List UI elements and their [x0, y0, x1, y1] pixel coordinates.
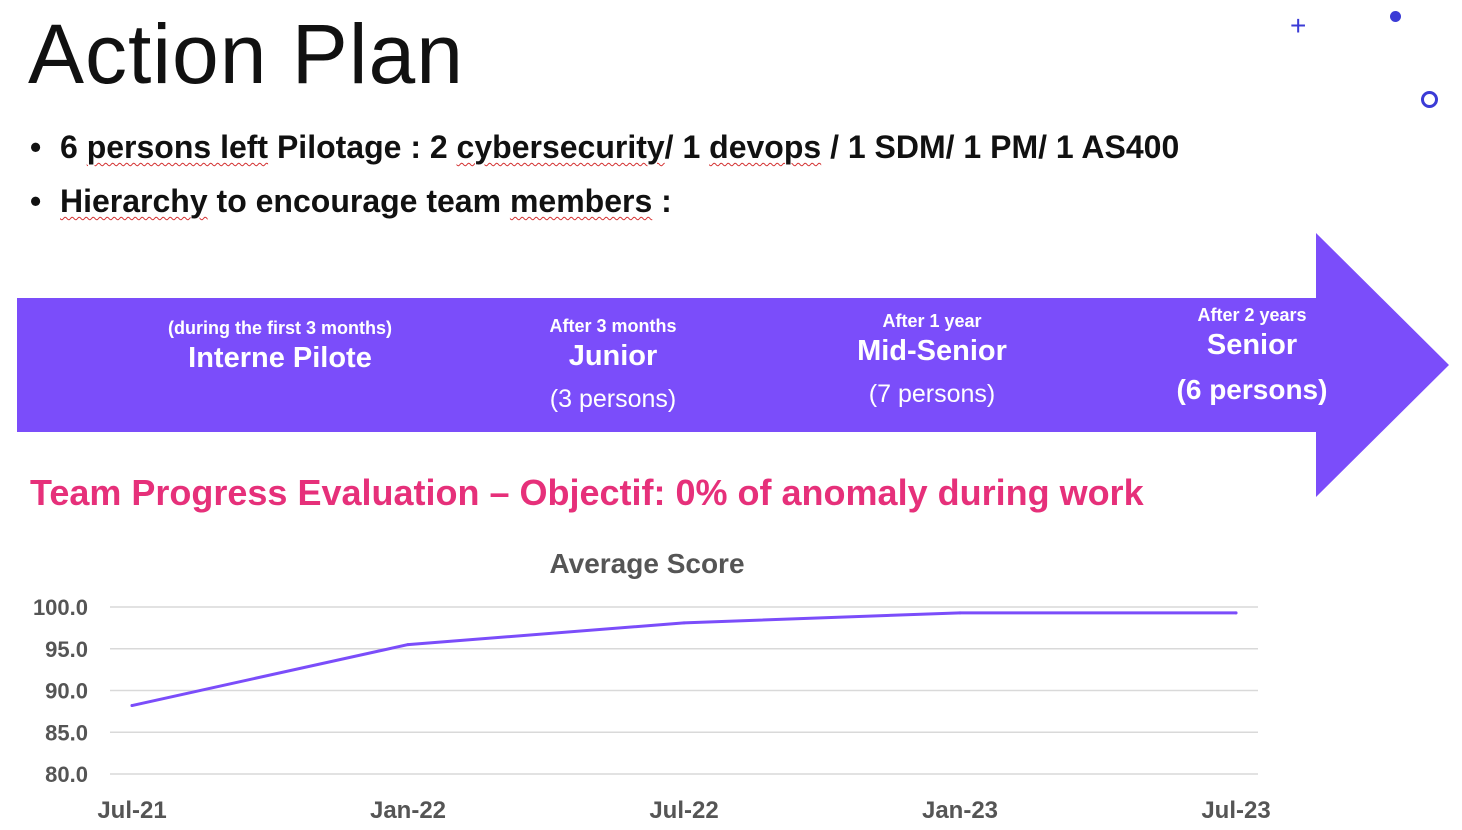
data-point	[682, 621, 686, 625]
bullet-text: 6	[60, 129, 87, 165]
data-point	[406, 643, 410, 647]
bullet-text: Pilotage : 2	[268, 129, 457, 165]
chart-title: Average Score	[549, 548, 744, 579]
x-tick-label: Jan-23	[922, 797, 998, 824]
stage-senior: After 2 years Senior (6 persons)	[1137, 305, 1367, 406]
stage-note: After 3 months	[549, 316, 677, 336]
average-score-line	[130, 611, 1238, 708]
x-tick-label: Jul-23	[1201, 797, 1270, 824]
stage-level: Interne Pilote	[188, 341, 372, 374]
bullet-text: / 1 SDM/ 1 PM/ 1 AS400	[821, 129, 1180, 165]
bullet-text: persons left	[86, 129, 269, 165]
bullet-text: to encourage team	[207, 183, 510, 220]
slide-title: Action Plan	[28, 7, 464, 101]
y-tick-label: 90.0	[45, 679, 88, 704]
stage-note: After 1 year	[882, 311, 982, 331]
stage-note: (during the first 3 months)	[168, 318, 392, 338]
stage-level: Junior	[568, 339, 658, 372]
ring-icon	[1421, 91, 1438, 108]
y-tick-label: 80.0	[45, 762, 88, 787]
data-point	[130, 704, 134, 708]
bullet-text: members	[509, 183, 653, 220]
stage-count: (7 persons)	[868, 379, 996, 408]
arrow-shape	[17, 233, 1449, 497]
data-point	[1234, 611, 1238, 615]
objective-heading: Team Progress Evaluation – Objectif: 0% …	[30, 472, 1144, 513]
stage-junior: After 3 months Junior (3 persons)	[493, 316, 733, 414]
bullet-text: / 1	[664, 129, 710, 165]
bullet-text: :	[652, 183, 672, 220]
plus-icon: +	[1290, 10, 1307, 41]
y-tick-label: 95.0	[45, 637, 88, 662]
bullet-text: devops	[709, 129, 822, 165]
bullet-text: cybersecurity	[456, 129, 665, 165]
stage-mid-senior: After 1 year Mid-Senior (7 persons)	[812, 311, 1052, 409]
x-tick-label: Jul-22	[649, 797, 718, 824]
stage-level: Mid-Senior	[857, 334, 1007, 367]
bullet-hierarchy: Hierarchy to encourage team members :	[30, 183, 1179, 220]
dot-icon	[1390, 11, 1401, 22]
x-tick-label: Jan-22	[370, 797, 446, 824]
data-point	[958, 611, 962, 615]
bullet-list: 6 persons left Pilotage : 2 cybersecurit…	[30, 129, 1180, 238]
stage-interne-pilote: (during the first 3 months) Interne Pilo…	[130, 318, 430, 376]
stage-level: Senior	[1206, 328, 1298, 361]
y-tick-label: 100.0	[33, 595, 88, 620]
bullet-text: Hierarchy	[60, 183, 208, 220]
bullet-departures: 6 persons left Pilotage : 2 cybersecurit…	[30, 129, 1180, 165]
stage-note: After 2 years	[1197, 305, 1307, 325]
stage-count: (6 persons)	[1176, 373, 1328, 405]
stage-count: (3 persons)	[549, 384, 677, 413]
y-tick-label: 85.0	[45, 720, 88, 745]
x-tick-label: Jul-21	[97, 797, 166, 824]
